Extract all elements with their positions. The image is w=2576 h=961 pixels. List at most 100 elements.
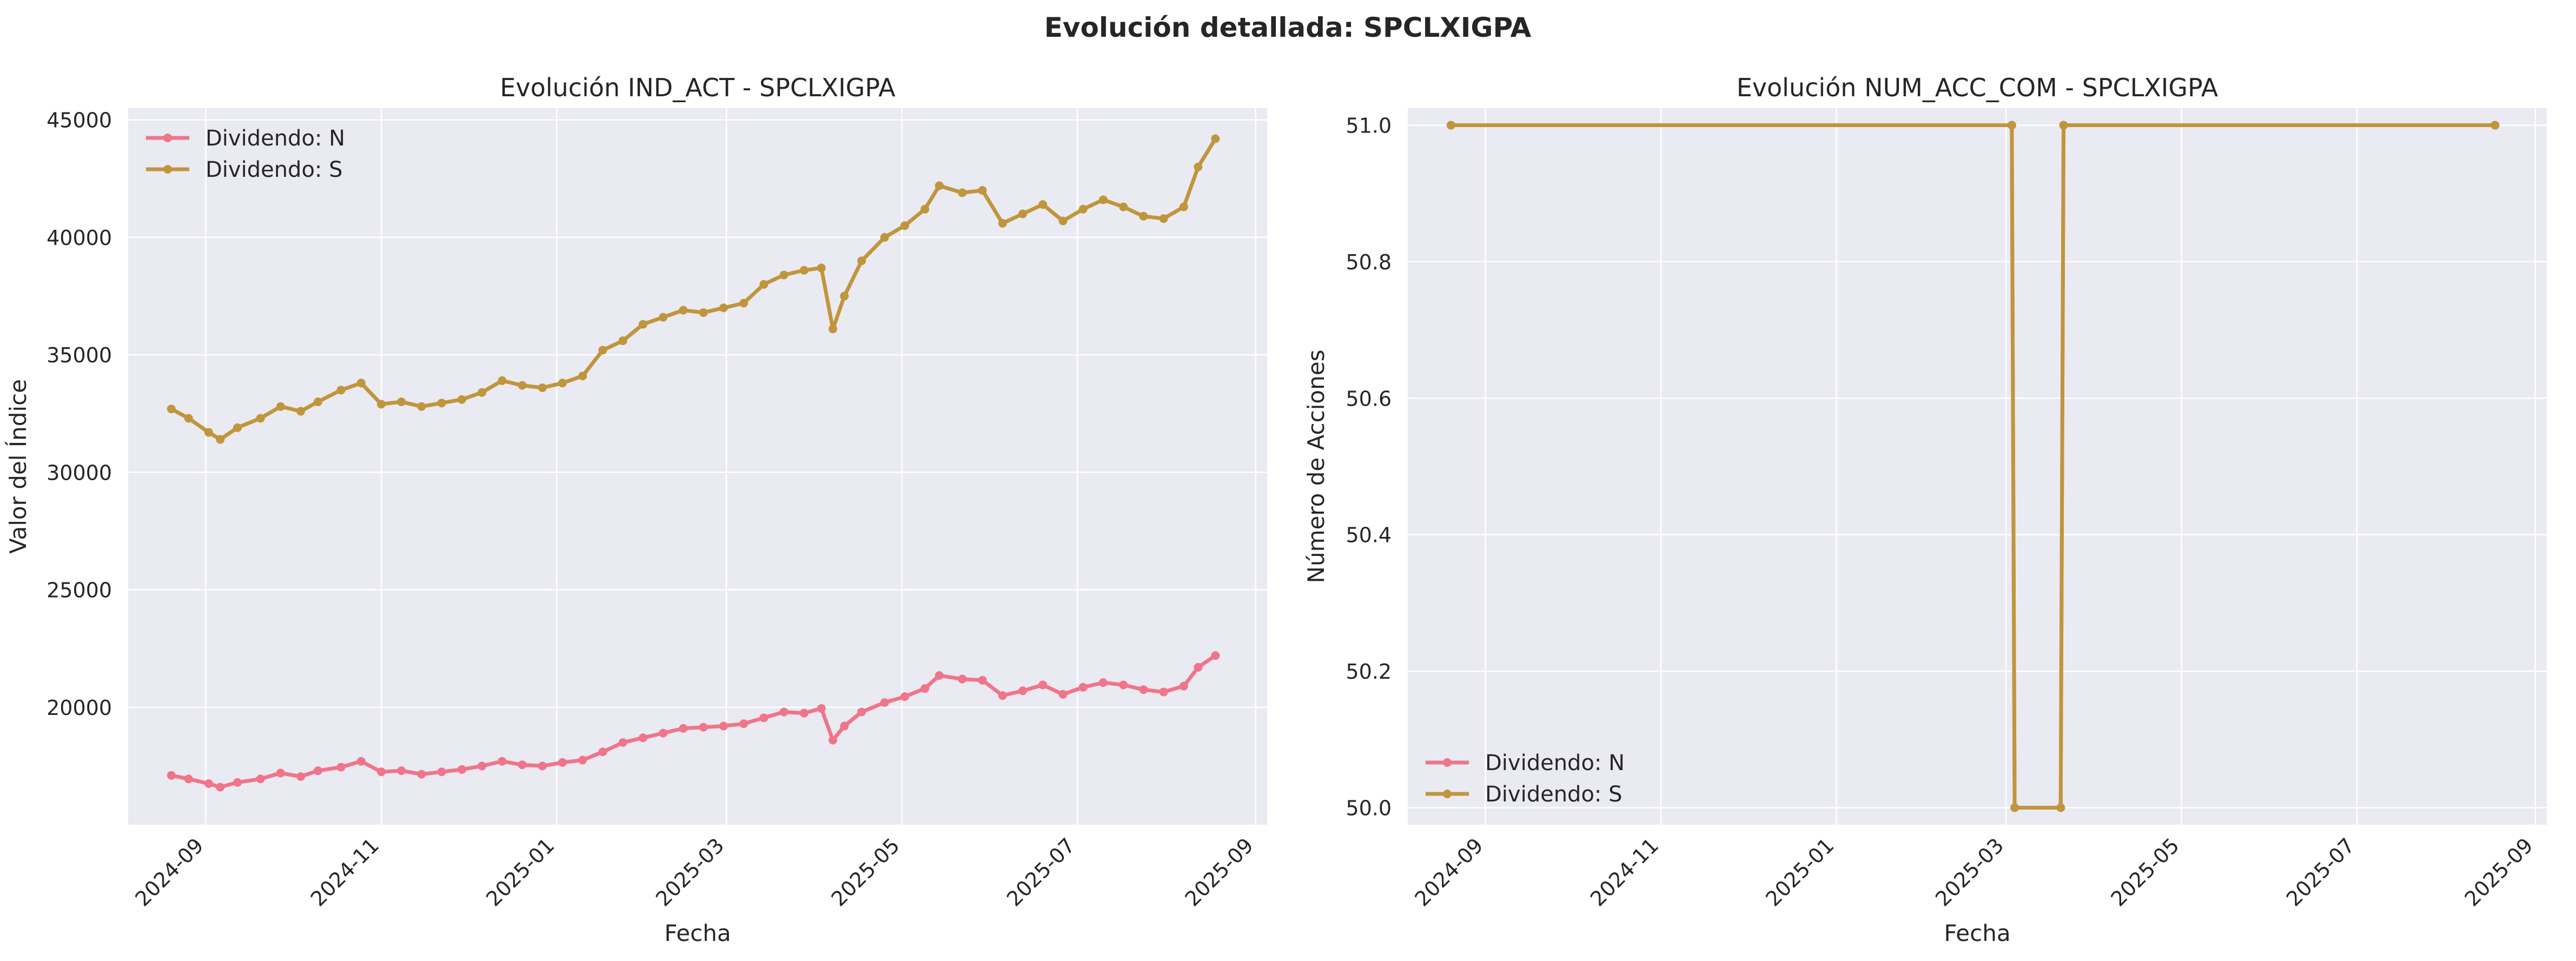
data-point [518,760,527,770]
data-point [2010,803,2019,812]
data-point [538,383,547,392]
data-point [659,728,668,738]
data-point [1058,216,1068,226]
y-tick-label: 30000 [47,461,112,485]
series-line-s [1451,123,2495,810]
data-point [1018,686,1027,695]
data-point [799,708,809,718]
chart-title: Evolución IND_ACT - SPCLXIGPA [500,73,896,102]
data-point [1179,681,1188,691]
legend: Dividendo: N Dividendo: S [1426,751,1625,807]
data-point [699,723,708,732]
x-axis-label: Fecha [1944,920,2010,946]
data-point [256,414,265,423]
data-point [417,402,426,411]
legend: Dividendo: N Dividendo: S [146,126,345,182]
data-point [2056,803,2065,812]
data-point [900,692,909,701]
x-tick-label: 2025-09 [2460,833,2538,911]
x-tick-label: 2024-11 [306,833,383,911]
data-point [184,414,193,423]
data-point [828,324,837,334]
x-tick-label: 2025-01 [481,833,559,911]
data-point [739,719,749,728]
y-tick-label: 20000 [47,696,112,720]
data-point [1038,200,1048,209]
data-point [256,774,265,784]
chart-share-count: Evolución NUM_ACC_COM - SPCLXIGPA 50.0 50.… [1303,73,2547,946]
data-point [759,280,769,289]
y-tick-label: 51.0 [1346,114,1392,138]
x-tick-label: 2025-05 [2106,833,2183,911]
data-point [498,757,507,766]
y-axis-label: Valor del Índice [4,379,31,554]
data-point [638,733,647,743]
data-point [1018,209,1027,218]
data-point [880,233,889,242]
plot-area [128,108,1267,825]
data-point [356,379,366,388]
data-point [779,707,789,717]
y-tick-label: 50.6 [1346,387,1392,410]
legend-label: Dividendo: S [1485,782,1623,807]
data-point [1098,678,1108,687]
data-point [276,402,285,411]
data-point [618,336,627,346]
data-point [921,684,930,693]
y-tick-label: 40000 [47,226,112,250]
data-point [998,218,1007,228]
y-tick-label: 45000 [47,109,112,132]
data-point [817,263,826,273]
data-point [779,270,789,280]
data-point [998,691,1007,700]
x-axis-label: Fecha [664,920,731,946]
legend-swatch-marker [163,165,172,174]
legend-label: Dividendo: S [206,157,343,182]
data-point [204,779,213,788]
data-point [759,713,769,723]
y-tick-label: 35000 [47,343,112,367]
data-point [204,428,213,437]
x-tick-label: 2025-09 [1181,833,1258,911]
data-point [1139,211,1148,221]
data-point [1078,682,1088,692]
data-point [1119,680,1128,690]
data-point [538,761,547,771]
data-point [598,346,607,355]
figure-title: Evolución detallada: SPCLXIGPA [1044,12,1532,43]
data-point [1058,690,1068,699]
data-point [659,313,668,322]
data-point [1159,687,1168,697]
x-tick-label: 2024-11 [1586,833,1663,911]
data-point [935,671,944,680]
x-tick-label: 2024-09 [1410,833,1487,911]
data-point [167,405,176,414]
data-point [1211,134,1220,143]
data-point [598,747,607,757]
data-point [167,771,176,780]
data-point [457,395,466,404]
y-tick-label: 50.4 [1346,523,1392,547]
data-point [558,379,567,388]
data-point [638,320,647,329]
data-point [184,774,193,784]
data-point [2491,121,2500,130]
data-point [921,204,930,214]
data-point [498,376,507,385]
data-point [558,758,567,767]
data-point [314,397,322,407]
x-tick-label: 2025-07 [2282,833,2359,911]
data-point [840,721,849,731]
data-point [296,407,306,416]
legend-label: Dividendo: N [1485,751,1625,776]
data-point [799,266,809,275]
data-point [840,291,849,301]
legend-swatch-marker [1443,758,1452,767]
data-point [978,186,987,195]
y-tick-label: 50.8 [1346,250,1392,274]
data-point [296,772,306,781]
y-tick-label: 50.2 [1346,660,1392,684]
data-point [1446,121,1455,130]
data-point [880,698,889,707]
plot-area [1408,108,2547,825]
